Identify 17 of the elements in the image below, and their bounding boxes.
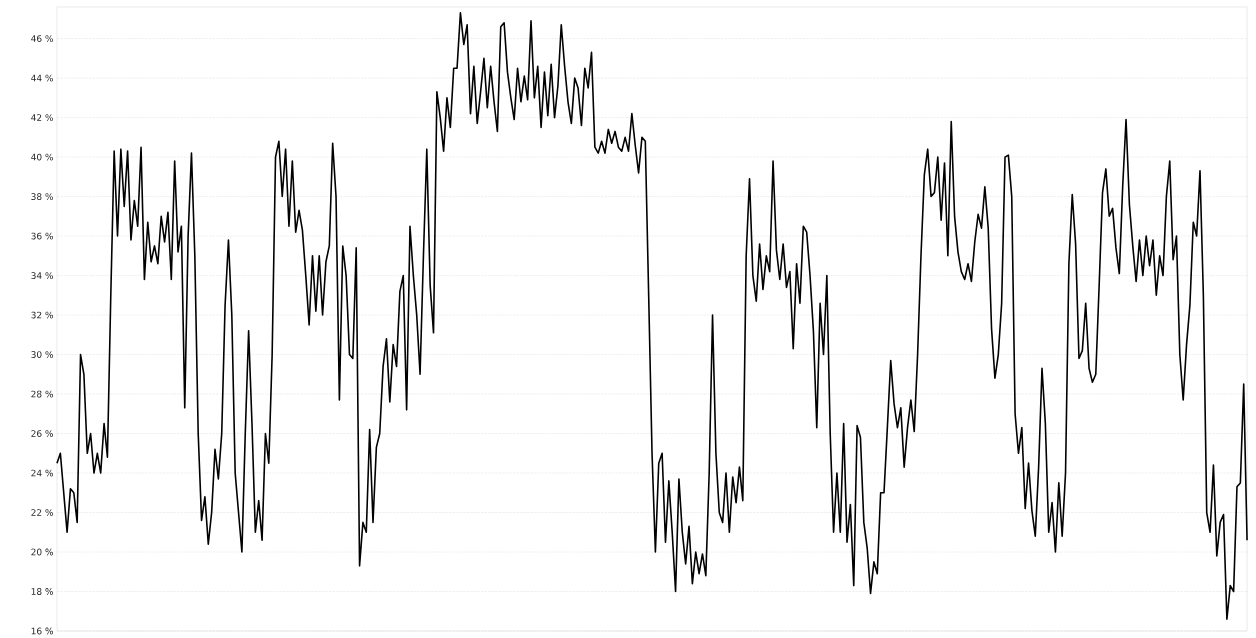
line-series [56, 12, 1248, 620]
y-tick-label: 28 % [31, 390, 53, 398]
y-tick-label: 36 % [31, 232, 53, 240]
y-tick-label: 30 % [31, 351, 53, 358]
y-tick-label: 40 % [31, 153, 53, 161]
y-tick-label: 26 % [31, 430, 53, 437]
y-tick-label: 22 % [31, 509, 53, 516]
y-tick-label: 38 % [31, 193, 53, 200]
y-tick-label: 16 % [31, 627, 53, 635]
y-tick-label: 20 % [31, 548, 53, 556]
y-tick-label: 42 % [31, 114, 53, 121]
y-tick-label: 24 % [31, 469, 53, 477]
y-tick-label: 34 % [31, 272, 53, 279]
y-tick-label: 46 % [31, 35, 53, 42]
y-tick-label: 32 % [31, 311, 53, 319]
y-tick-label: 18 % [31, 588, 53, 595]
y-tick-label: 44 % [31, 74, 53, 82]
